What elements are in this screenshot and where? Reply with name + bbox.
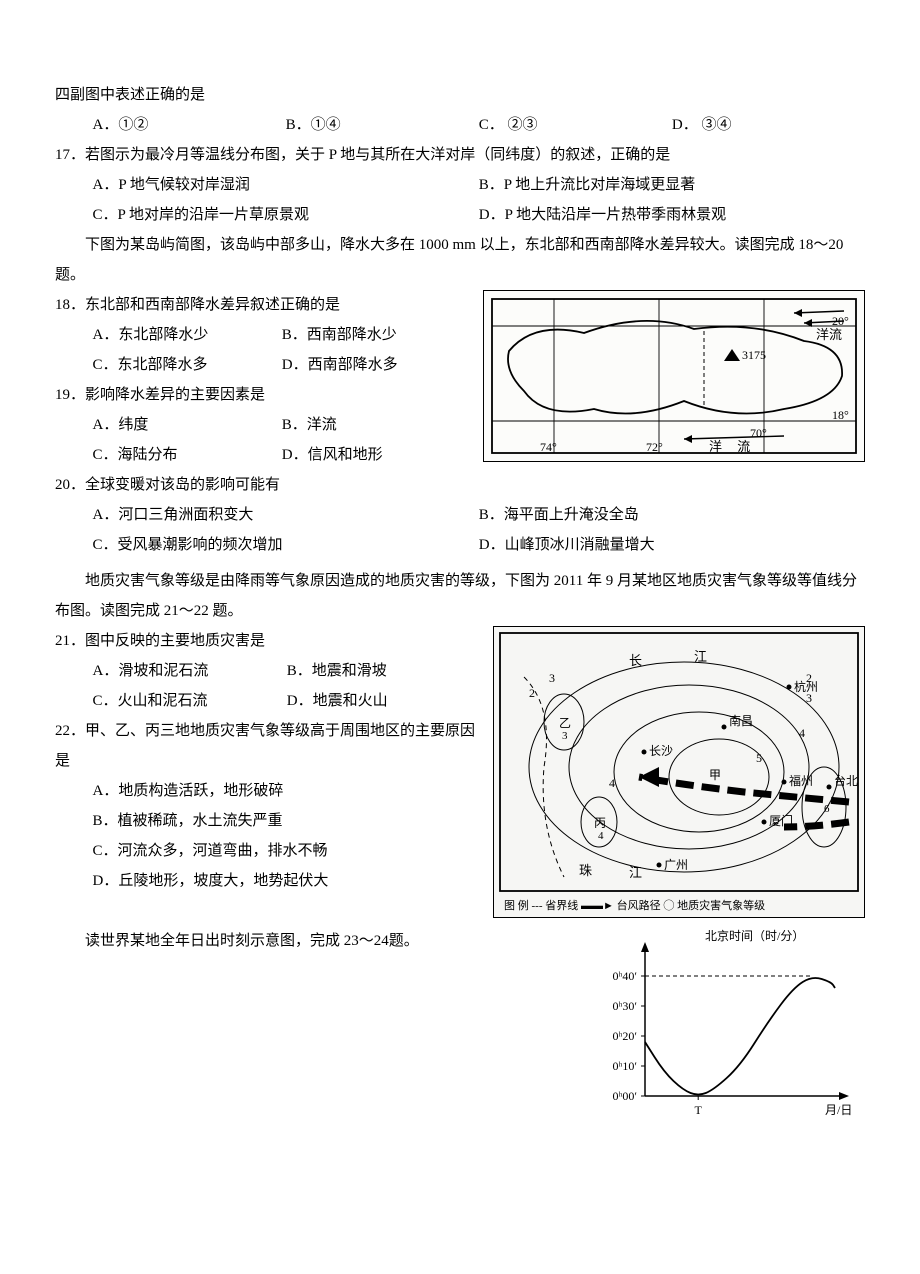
q20-opt-c: C．受风暴潮影响的频次增加: [93, 530, 479, 560]
q17-opt-c: C．P 地对岸的沿岸一片草原景观: [93, 200, 479, 230]
q19-opt-b: B．洋流: [282, 410, 471, 440]
q20-opt-a: A．河口三角洲面积变大: [93, 500, 479, 530]
q19-opt-c: C．海陆分布: [93, 440, 282, 470]
passage-21-22: 地质灾害气象等级是由降雨等气象原因造成的地质灾害的等级，下图为 2011 年 9…: [55, 566, 865, 626]
q20-stem: 20．全球变暖对该岛的影响可能有: [55, 470, 865, 500]
svg-text:3: 3: [549, 671, 555, 685]
q18-opt-d: D．西南部降水多: [282, 350, 471, 380]
prev-question-options: A．①② B．①④ C． ②③ D． ③④: [93, 110, 866, 140]
q17-options-row1: A．P 地气候较对岸湿润 B．P 地上升流比对岸海域更显著: [93, 170, 866, 200]
svg-text:长: 长: [629, 653, 642, 668]
q22-stem: 22．甲、乙、丙三地地质灾害气象等级高于周围地区的主要原因是: [55, 716, 475, 776]
map2-legend: 图 例 --- 省界线 ▬▬► 台风路径 ◯ 地质灾害气象等级: [504, 898, 765, 912]
opt-b: B．①④: [286, 110, 479, 140]
opt-a: A．①②: [93, 110, 286, 140]
svg-text:月/日: 月/日: [825, 1103, 852, 1117]
svg-text:乙: 乙: [559, 716, 571, 730]
svg-text:5: 5: [756, 751, 762, 765]
q21-options-row2: C．火山和泥石流 D．地震和火山: [93, 686, 482, 716]
q20-options-row2: C．受风暴潮影响的频次增加 D．山峰顶冰川消融量增大: [93, 530, 866, 560]
lon-70: 70°: [750, 426, 767, 440]
q18-opt-b: B．西南部降水少: [282, 320, 471, 350]
q18-options-row1: A．东北部降水少 B．西南部降水少: [93, 320, 472, 350]
q18-options-row2: C．东北部降水多 D．西南部降水多: [93, 350, 472, 380]
svg-text:0ʰ20′: 0ʰ20′: [613, 1029, 638, 1043]
q21-opt-c: C．火山和泥石流: [93, 686, 287, 716]
svg-text:6: 6: [824, 803, 830, 815]
svg-text:杭州: 杭州: [794, 679, 818, 694]
q20-options-row1: A．河口三角洲面积变大 B．海平面上升淹没全岛: [93, 500, 866, 530]
svg-text:珠: 珠: [579, 863, 592, 878]
q17-opt-b: B．P 地上升流比对岸海域更显著: [479, 170, 865, 200]
svg-text:4: 4: [598, 830, 604, 842]
svg-text:长沙: 长沙: [649, 744, 673, 758]
svg-text:0ʰ30′: 0ʰ30′: [613, 999, 638, 1013]
lat-20: 20°: [832, 314, 849, 328]
svg-text:甲: 甲: [709, 768, 721, 782]
passage-23-24: 读世界某地全年日出时刻示意图，完成 23～24题。: [55, 926, 555, 956]
svg-text:福州: 福州: [789, 773, 813, 788]
q21-opt-b: B．地震和滑坡: [287, 656, 481, 686]
q21-opt-a: A．滑坡和泥石流: [93, 656, 287, 686]
opt-c: C． ②③: [479, 110, 672, 140]
q20-opt-b: B．海平面上升淹没全岛: [479, 500, 865, 530]
q17-options-row2: C．P 地对岸的沿岸一片草原景观 D．P 地大陆沿岸一片热带季雨林景观: [93, 200, 866, 230]
lat-18: 18°: [832, 408, 849, 422]
svg-text:北京时间（时/分）: 北京时间（时/分）: [705, 929, 804, 943]
svg-text:南昌: 南昌: [729, 713, 753, 728]
q20-opt-d: D．山峰顶冰川消融量增大: [479, 530, 865, 560]
q19-options-row2: C．海陆分布 D．信风和地形: [93, 440, 472, 470]
svg-text:0ʰ00′: 0ʰ00′: [613, 1089, 638, 1103]
opt-d: D． ③④: [672, 110, 865, 140]
svg-text:丙: 丙: [594, 816, 606, 830]
hazard-map-figure: 2 3 2 3 4 5 4 丙 4 乙 3 甲 6 杭州 南昌 长沙 福州 厦门…: [493, 626, 865, 918]
svg-text:0ʰ40′: 0ʰ40′: [613, 969, 638, 983]
q17-opt-d: D．P 地大陆沿岸一片热带季雨林景观: [479, 200, 865, 230]
svg-text:广州: 广州: [664, 858, 688, 872]
svg-text:T: T: [695, 1103, 703, 1117]
q19-opt-a: A．纬度: [93, 410, 282, 440]
q17-stem: 17．若图示为最冷月等温线分布图，关于 P 地与其所在大洋对岸（同纬度）的叙述，…: [55, 140, 865, 170]
svg-text:2: 2: [529, 686, 535, 700]
current-bot: 洋 流: [709, 439, 756, 454]
svg-text:4: 4: [609, 776, 615, 790]
svg-text:4: 4: [799, 726, 805, 740]
q18-opt-a: A．东北部降水少: [93, 320, 282, 350]
lon-74: 74°: [540, 440, 557, 454]
q21-options-row1: A．滑坡和泥石流 B．地震和滑坡: [93, 656, 482, 686]
q18-opt-c: C．东北部降水多: [93, 350, 282, 380]
q17-opt-a: A．P 地气候较对岸湿润: [93, 170, 479, 200]
svg-text:江: 江: [629, 865, 642, 880]
svg-text:3: 3: [562, 730, 568, 742]
peak-label: 3175: [742, 348, 766, 362]
svg-text:台北: 台北: [834, 773, 858, 788]
leading-fragment: 四副图中表述正确的是: [55, 80, 865, 110]
svg-text:江: 江: [694, 649, 707, 664]
current-top: 洋流: [816, 327, 842, 342]
q21-opt-d: D．地震和火山: [287, 686, 481, 716]
svg-text:0ʰ10′: 0ʰ10′: [613, 1059, 638, 1073]
island-map-figure: 3175 洋流 洋 流 20° 18° 74° 72° 70°: [483, 290, 865, 462]
sunrise-chart-figure: 北京时间（时/分） 0ʰ00′ 0ʰ10′ 0ʰ20′ 0ʰ30′ 0ʰ40′ T 月/日: [575, 926, 865, 1126]
lon-72: 72°: [646, 440, 663, 454]
passage-18-20: 下图为某岛屿简图，该岛屿中部多山，降水大多在 1000 mm 以上，东北部和西南…: [55, 230, 865, 290]
q19-options-row1: A．纬度 B．洋流: [93, 410, 472, 440]
q19-opt-d: D．信风和地形: [282, 440, 471, 470]
